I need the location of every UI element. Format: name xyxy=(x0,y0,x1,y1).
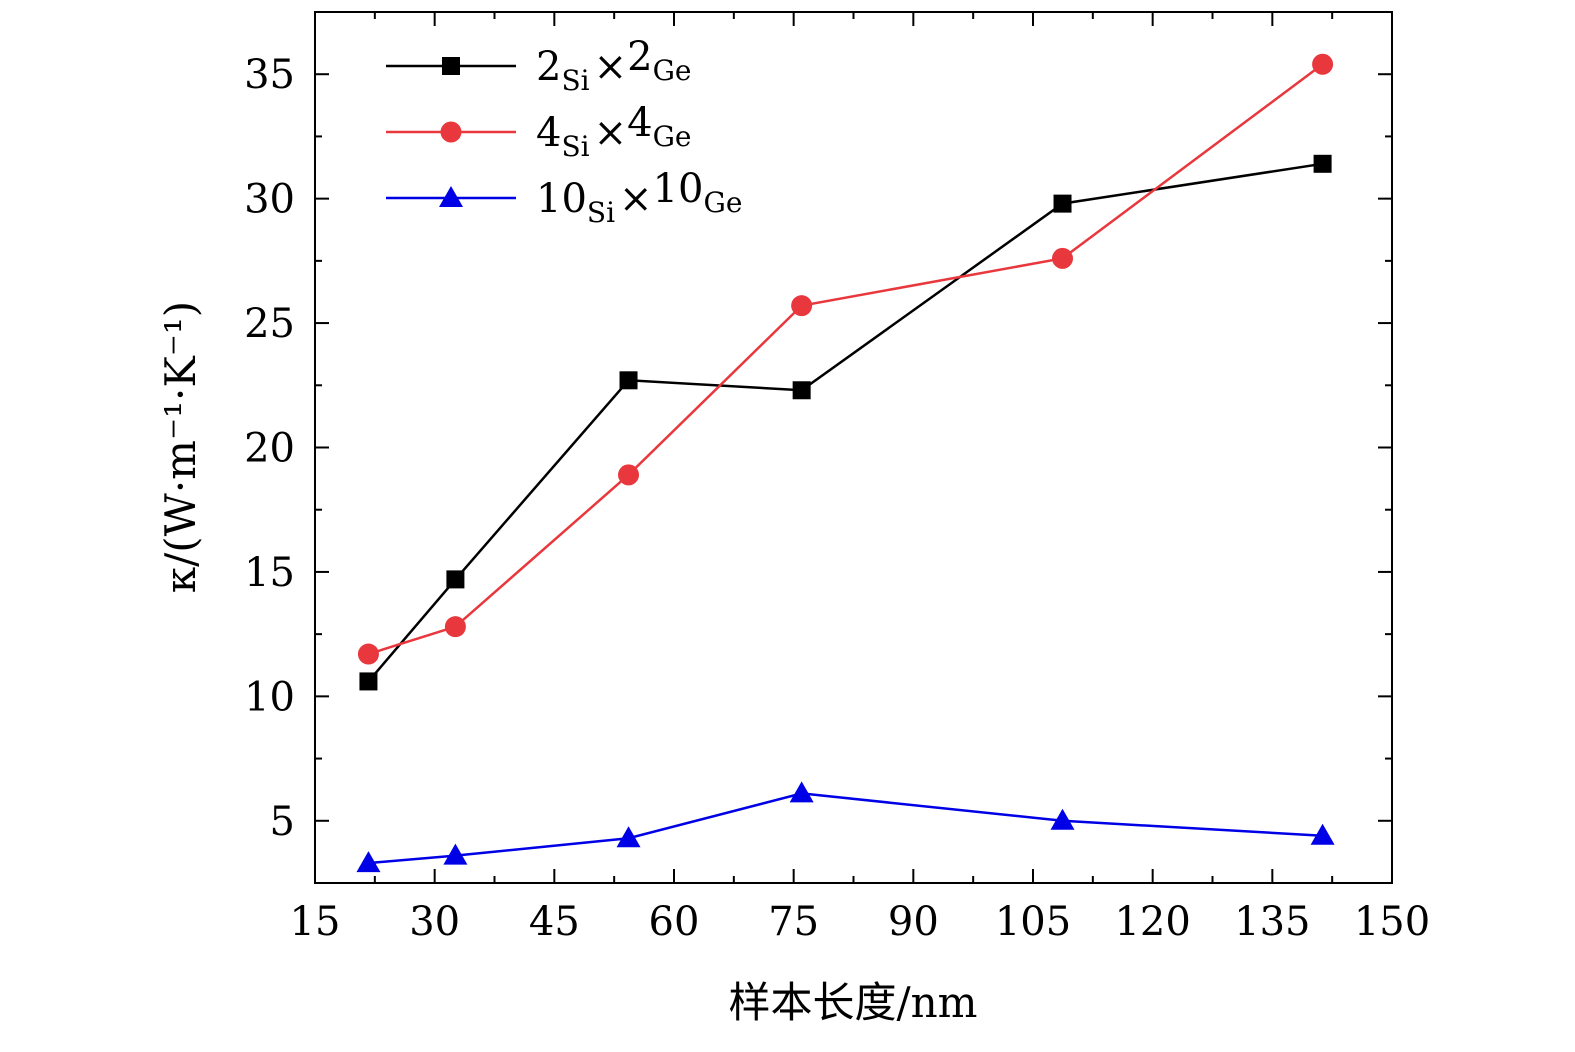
x-tick-label: 75 xyxy=(768,899,819,945)
legend-text: 2 xyxy=(627,34,652,80)
x-tick-label: 150 xyxy=(1354,899,1430,945)
series-2 xyxy=(357,53,1334,665)
y-tick-label: 10 xyxy=(244,674,295,720)
legend-marker xyxy=(440,121,462,143)
y-tick-label: 20 xyxy=(244,426,295,472)
series-3 xyxy=(356,781,1335,873)
legend-text: 2 xyxy=(536,44,561,90)
legend-item: 4Si ×4Ge xyxy=(386,100,692,163)
data-point xyxy=(618,464,640,486)
series-line xyxy=(368,792,1323,865)
legend-subscript: Si xyxy=(561,64,589,97)
legend-subscript: Ge xyxy=(653,120,692,153)
x-tick-label: 30 xyxy=(409,899,460,945)
data-point xyxy=(1313,154,1332,173)
y-tick-label: 35 xyxy=(244,52,295,98)
data-point xyxy=(359,672,378,691)
legend-label: 4Si ×4Ge xyxy=(536,100,692,163)
data-point xyxy=(1052,247,1074,269)
legend-text: × xyxy=(619,176,653,222)
legend-marker xyxy=(442,57,460,75)
series-line xyxy=(368,63,1324,656)
data-point xyxy=(619,371,638,390)
legend-text: 4 xyxy=(627,100,652,146)
data-point xyxy=(792,381,811,400)
legend-text: 4 xyxy=(536,110,561,156)
data-point xyxy=(357,643,379,665)
legend-text: × xyxy=(594,110,628,156)
legend-marker xyxy=(439,186,463,207)
data-point xyxy=(446,570,465,589)
legend-text: × xyxy=(594,44,628,90)
data-point xyxy=(616,826,641,848)
y-tick-label: 25 xyxy=(244,301,295,347)
y-tick-label: 5 xyxy=(270,799,295,845)
x-axis: 15 30 45 60 75 90 105 120 135 150 xyxy=(290,12,1430,945)
x-tick-label: 135 xyxy=(1234,899,1310,945)
y-axis: 5 10 15 20 25 30 35 xyxy=(244,11,1392,884)
legend-label: 10Si ×10Ge xyxy=(536,166,742,229)
x-tick-label: 15 xyxy=(290,899,341,945)
x-tick-label: 120 xyxy=(1114,899,1190,945)
data-point xyxy=(791,295,813,317)
y-tick-label: 30 xyxy=(244,177,295,223)
series-1 xyxy=(359,154,1332,691)
x-axis-title: 样本长度/nm xyxy=(728,978,977,1027)
x-tick-label: 90 xyxy=(888,899,939,945)
legend-text: 10 xyxy=(536,176,587,222)
legend-label: 2Si ×2Ge xyxy=(536,34,692,97)
legend-subscript: Ge xyxy=(653,54,692,87)
legend-item: 2Si ×2Ge xyxy=(386,34,692,97)
legend-subscript: Si xyxy=(561,130,589,163)
data-point xyxy=(789,781,814,803)
series-layer xyxy=(356,53,1335,873)
data-point xyxy=(1050,808,1075,830)
y-axis-title: κ/(W·m⁻¹·K⁻¹) xyxy=(156,301,205,593)
legend-subscript: Si xyxy=(587,196,615,229)
legend-item: 10Si ×10Ge xyxy=(386,166,742,229)
series-line xyxy=(367,162,1323,683)
data-point xyxy=(356,851,381,873)
y-tick-label: 15 xyxy=(244,550,295,596)
x-tick-label: 60 xyxy=(649,899,700,945)
plot-frame xyxy=(314,11,1393,884)
legend-subscript: Ge xyxy=(703,186,742,219)
data-point xyxy=(443,843,468,865)
x-tick-label: 105 xyxy=(995,899,1071,945)
data-point xyxy=(1312,53,1334,75)
x-tick-label: 45 xyxy=(529,899,580,945)
data-point xyxy=(1310,823,1335,845)
legend-text: 10 xyxy=(653,166,704,212)
data-point xyxy=(1053,194,1072,213)
data-point xyxy=(444,616,466,638)
